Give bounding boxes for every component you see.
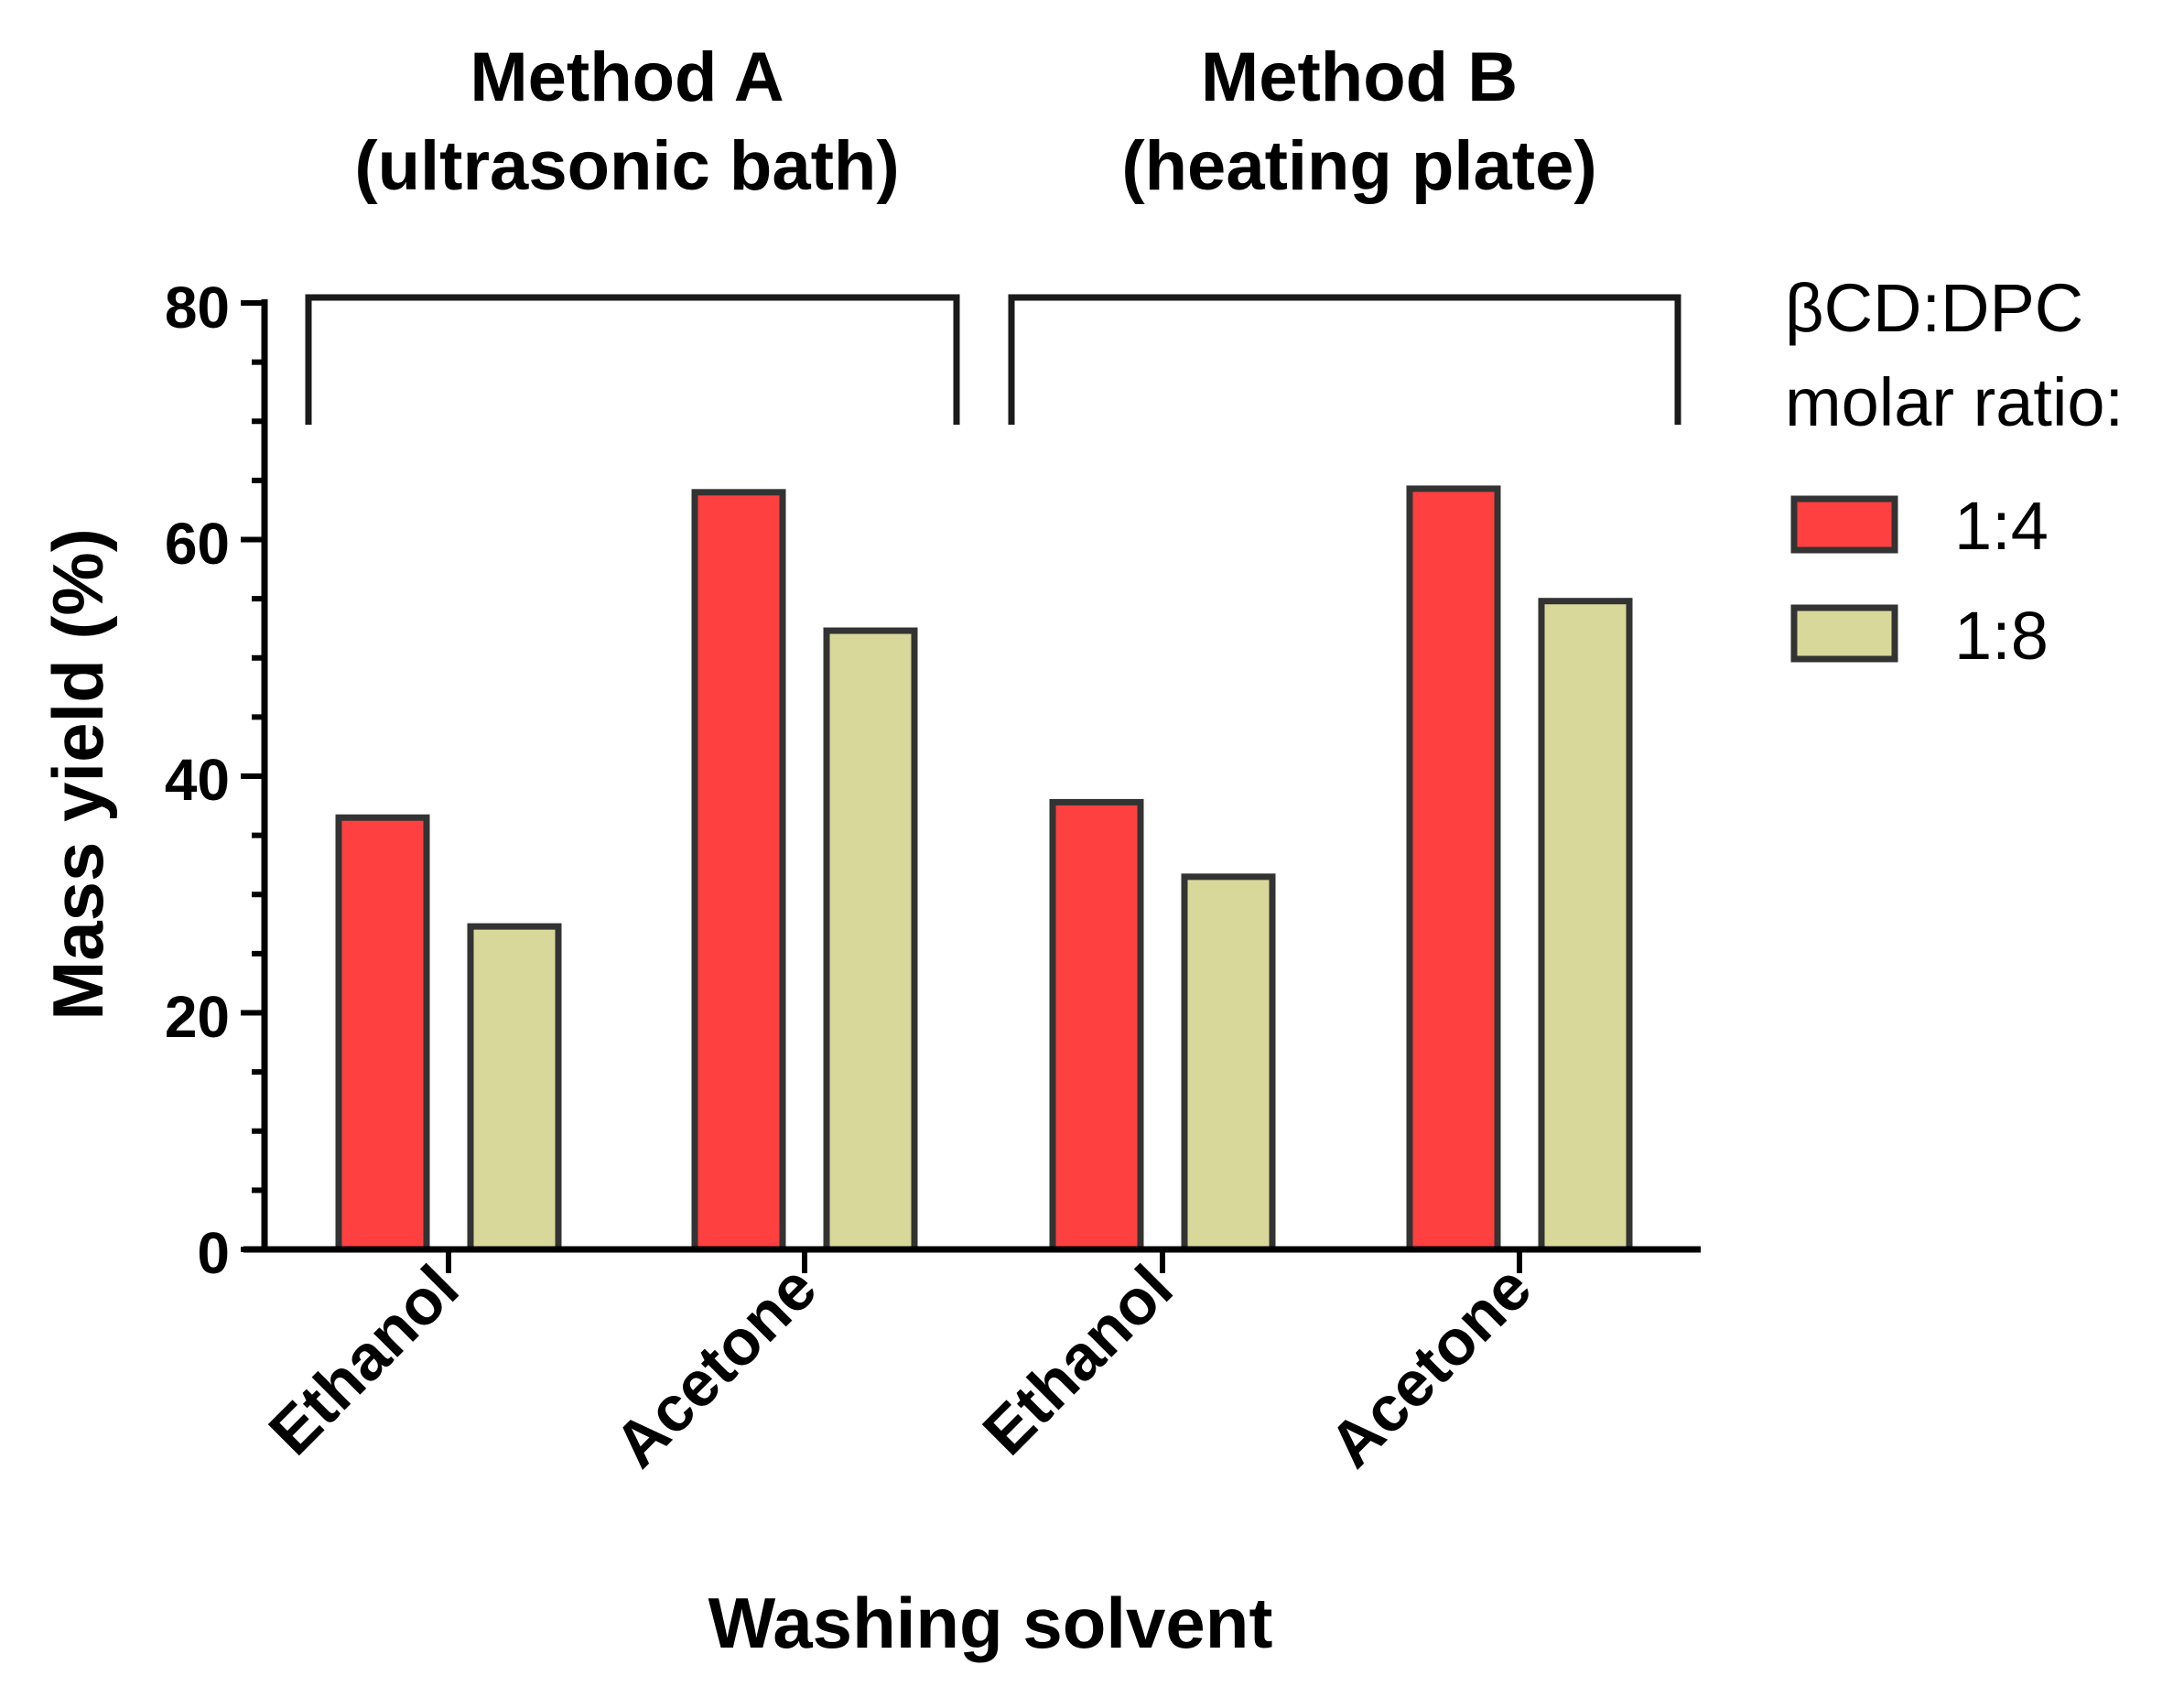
bar-ethanol-method-b-ratio-1-4 — [1049, 798, 1144, 1253]
y-axis-title: Mass yield (%) — [38, 528, 118, 1021]
group-label-method-a-line1: Method A — [470, 38, 784, 116]
group-bracket-method-a — [305, 294, 960, 425]
bar-acetone-method-b-ratio-1-4 — [1406, 485, 1501, 1253]
bar-acetone-method-a-ratio-1-4 — [691, 489, 786, 1253]
x-axis-title: Washing solvent — [708, 1583, 1273, 1663]
y-tick-label-80: 80 — [165, 275, 230, 340]
group-bracket-method-b — [1008, 294, 1681, 425]
y-tick-label-60: 60 — [165, 511, 230, 577]
legend-title-line1: βCD:DPC — [1785, 270, 2083, 346]
legend-swatch-1-4 — [1790, 495, 1898, 554]
bar-ethanol-method-a-ratio-1-4 — [335, 814, 430, 1253]
bar-acetone-method-a-ratio-1-8 — [823, 627, 918, 1253]
bar-ethanol-method-b-ratio-1-8 — [1181, 873, 1276, 1253]
legend-label-1-4: 1:4 — [1954, 488, 2049, 564]
x-tick-label-ethanol-b: Ethanol — [969, 1251, 1186, 1468]
x-tick-label-acetone-b: Acetone — [1315, 1251, 1544, 1480]
x-tick-label-ethanol-a: Ethanol — [255, 1251, 472, 1468]
x-tick-label-acetone-a: Acetone — [600, 1251, 829, 1480]
legend-label-1-8: 1:8 — [1954, 598, 2049, 674]
group-label-method-a-line2: (ultrasonic bath) — [354, 127, 899, 205]
y-tick-label-40: 40 — [165, 747, 230, 813]
legend-swatch-1-8 — [1790, 604, 1898, 663]
group-label-method-b-line1: Method B — [1201, 38, 1518, 116]
bar-acetone-method-b-ratio-1-8 — [1538, 598, 1633, 1253]
legend-title-line2: molar ratio: — [1785, 364, 2124, 440]
y-tick-label-20: 20 — [165, 984, 230, 1050]
y-tick-label-0: 0 — [197, 1220, 230, 1286]
plot-area — [241, 300, 1633, 1273]
group-label-method-b-line2: (heating plate) — [1121, 127, 1596, 205]
bar-ethanol-method-a-ratio-1-8 — [467, 923, 562, 1253]
